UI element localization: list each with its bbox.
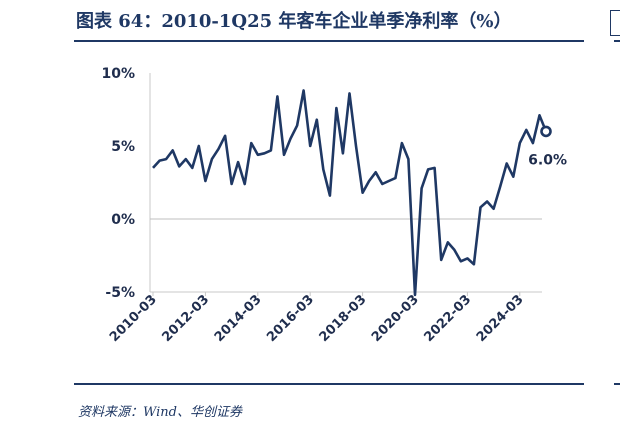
y-tick-label: 10% xyxy=(101,66,135,82)
x-axis-ticks: 2010-03 2012-03 2014-03 2016-03 2018-03 2020-… xyxy=(107,292,527,345)
annotation-group: 6.0% xyxy=(528,125,567,168)
chart-title: 图表 64：2010-1Q25 年客车企业单季净利率（%） xyxy=(76,11,512,32)
y-tick-label: 5% xyxy=(111,139,135,155)
source-note: 资料来源：Wind、华创证券 xyxy=(78,405,242,420)
next-figure-bottom-rule xyxy=(614,383,620,385)
series-line xyxy=(152,89,548,297)
title-rule xyxy=(74,40,584,42)
plot-frame xyxy=(149,73,542,293)
x-tick-label: 2022-03 xyxy=(421,292,474,345)
x-tick-label: 2024-03 xyxy=(474,292,527,345)
last-value-label: 6.0% xyxy=(528,152,567,168)
x-tick-label: 2012-03 xyxy=(159,292,212,345)
y-axis-ticks: 10% 5% 0% -5% xyxy=(101,66,135,301)
source-rule xyxy=(74,383,584,385)
next-figure-edge xyxy=(610,10,620,36)
x-tick-label: 2016-03 xyxy=(264,292,317,345)
y-tick-label: 0% xyxy=(111,212,135,228)
x-tick-label: 2018-03 xyxy=(317,292,370,345)
series-group xyxy=(152,89,548,297)
x-tick-label: 2020-03 xyxy=(369,292,422,345)
x-tick-label: 2014-03 xyxy=(212,292,265,345)
y-tick-label: -5% xyxy=(105,285,135,301)
next-figure-rule xyxy=(614,40,620,42)
last-point-marker xyxy=(540,125,552,138)
